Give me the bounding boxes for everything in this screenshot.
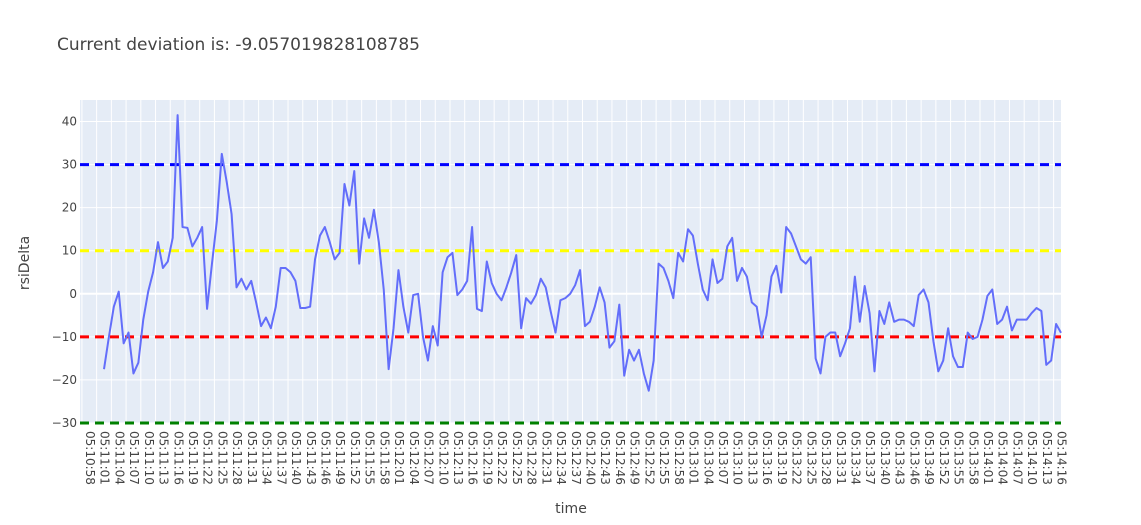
x-tick-label: 05:12:43 <box>598 431 612 485</box>
x-tick-label: 05:10:58 <box>83 431 97 485</box>
x-axis-ticks: 05:10:58 05:11:01 05:11:04 05:11:07 05:11:10… <box>83 431 1069 485</box>
x-tick-label: 05:13:16 <box>760 431 774 485</box>
y-tick-label: −20 <box>52 373 77 387</box>
x-tick-label: 05:14:13 <box>1040 431 1054 485</box>
x-tick-label: 05:13:19 <box>775 431 789 485</box>
x-tick-label: 05:12:07 <box>422 431 436 485</box>
y-tick-label: −30 <box>52 416 77 430</box>
x-tick-label: 05:11:31 <box>245 431 259 485</box>
reference-lines <box>80 163 1061 425</box>
x-tick-label: 05:12:52 <box>642 431 656 485</box>
x-tick-label: 05:12:49 <box>628 431 642 485</box>
plot-area <box>80 100 1061 423</box>
x-tick-label: 05:13:13 <box>745 431 759 485</box>
x-tick-label: 05:13:52 <box>937 431 951 485</box>
y-tick-label: 30 <box>62 158 77 172</box>
x-tick-label: 05:11:25 <box>215 431 229 485</box>
x-tick-label: 05:13:49 <box>922 431 936 485</box>
x-tick-label: 05:13:10 <box>731 431 745 485</box>
x-tick-label: 05:11:19 <box>186 431 200 485</box>
x-tick-label: 05:12:31 <box>539 431 553 485</box>
x-tick-label: 05:13:07 <box>716 431 730 485</box>
x-tick-label: 05:11:28 <box>230 431 244 485</box>
chart-title: Current deviation is: -9.057019828108785 <box>57 35 420 55</box>
x-tick-label: 05:12:34 <box>554 431 568 485</box>
x-tick-label: 05:13:37 <box>863 431 877 485</box>
x-tick-label: 05:14:01 <box>981 431 995 485</box>
y-axis-ticks: −30 −20 −10 0 10 20 30 40 <box>52 115 77 430</box>
x-tick-label: 05:12:04 <box>407 431 421 485</box>
y-axis-title: rsiDelta <box>17 236 33 290</box>
x-tick-label: 05:14:10 <box>1025 431 1039 485</box>
x-tick-label: 05:12:46 <box>613 431 627 485</box>
x-tick-label: 05:11:10 <box>142 431 156 485</box>
x-tick-label: 05:11:34 <box>260 431 274 485</box>
x-tick-label: 05:13:55 <box>952 431 966 485</box>
x-tick-label: 05:11:37 <box>274 431 288 485</box>
x-tick-label: 05:13:46 <box>907 431 921 485</box>
x-tick-label: 05:12:55 <box>657 431 671 485</box>
x-tick-label: 05:13:01 <box>687 431 701 485</box>
x-tick-label: 05:11:13 <box>157 431 171 485</box>
y-tick-label: −10 <box>52 330 77 344</box>
x-tick-label: 05:12:10 <box>436 431 450 485</box>
x-tick-label: 05:11:43 <box>304 431 318 485</box>
x-tick-label: 05:13:25 <box>804 431 818 485</box>
x-tick-label: 05:12:16 <box>466 431 480 485</box>
y-tick-label: 0 <box>69 287 77 301</box>
x-tick-label: 05:12:22 <box>495 431 509 485</box>
x-tick-label: 05:12:01 <box>392 431 406 485</box>
x-tick-label: 05:11:55 <box>363 431 377 485</box>
x-tick-label: 05:14:04 <box>996 431 1010 485</box>
series-line <box>103 114 1062 392</box>
y-tick-label: 20 <box>62 201 77 215</box>
x-tick-label: 05:11:58 <box>377 431 391 485</box>
x-tick-label: 05:13:58 <box>966 431 980 485</box>
x-tick-label: 05:13:43 <box>893 431 907 485</box>
x-tick-label: 05:11:52 <box>348 431 362 485</box>
x-tick-label: 05:12:40 <box>584 431 598 485</box>
x-tick-label: 05:11:46 <box>318 431 332 485</box>
x-tick-label: 05:12:19 <box>480 431 494 485</box>
x-tick-label: 05:12:28 <box>525 431 539 485</box>
x-tick-label: 05:11:40 <box>289 431 303 485</box>
x-tick-label: 05:13:34 <box>849 431 863 485</box>
x-tick-label: 05:12:58 <box>672 431 686 485</box>
x-tick-label: 05:12:37 <box>569 431 583 485</box>
x-tick-label: 05:11:49 <box>333 431 347 485</box>
y-tick-label: 40 <box>62 115 77 129</box>
x-tick-label: 05:11:04 <box>112 431 126 485</box>
x-tick-label: 05:13:22 <box>790 431 804 485</box>
x-tick-label: 05:14:16 <box>1055 431 1069 485</box>
x-tick-label: 05:11:16 <box>171 431 185 485</box>
gridlines <box>80 100 1061 424</box>
y-tick-label: 10 <box>62 244 77 258</box>
series-layer <box>103 114 1062 392</box>
x-tick-label: 05:12:25 <box>510 431 524 485</box>
x-axis-title: time <box>555 501 587 517</box>
x-tick-label: 05:11:01 <box>98 431 112 485</box>
x-tick-label: 05:13:31 <box>834 431 848 485</box>
x-tick-label: 05:11:22 <box>201 431 215 485</box>
x-tick-label: 05:11:07 <box>127 431 141 485</box>
x-tick-label: 05:13:40 <box>878 431 892 485</box>
x-tick-label: 05:12:13 <box>451 431 465 485</box>
x-tick-label: 05:13:04 <box>701 431 715 485</box>
x-tick-label: 05:14:07 <box>1010 431 1024 485</box>
x-tick-label: 05:13:28 <box>819 431 833 485</box>
